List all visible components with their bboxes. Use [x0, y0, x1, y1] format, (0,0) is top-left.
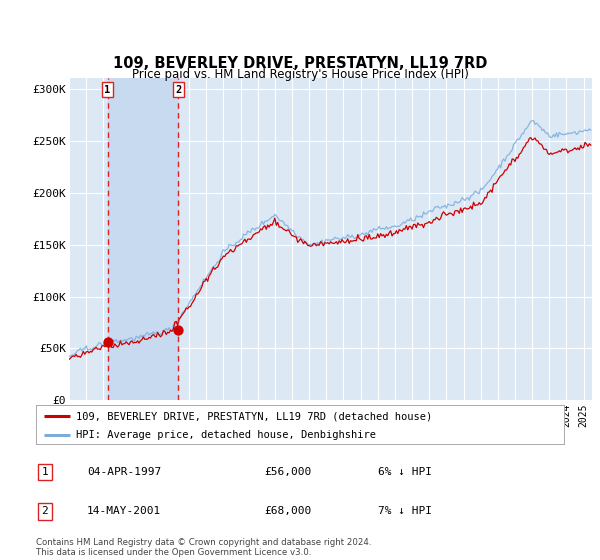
Text: HPI: Average price, detached house, Denbighshire: HPI: Average price, detached house, Denb… [76, 430, 376, 440]
Text: 7% ↓ HPI: 7% ↓ HPI [378, 506, 432, 516]
Text: Price paid vs. HM Land Registry's House Price Index (HPI): Price paid vs. HM Land Registry's House … [131, 68, 469, 81]
Text: £56,000: £56,000 [264, 467, 311, 477]
Point [103, 338, 112, 347]
Text: 109, BEVERLEY DRIVE, PRESTATYN, LL19 7RD: 109, BEVERLEY DRIVE, PRESTATYN, LL19 7RD [113, 55, 487, 71]
Text: £68,000: £68,000 [264, 506, 311, 516]
Bar [107, 78, 178, 400]
Text: Contains HM Land Registry data © Crown copyright and database right 2024.
This d: Contains HM Land Registry data © Crown c… [36, 538, 371, 557]
Text: 6% ↓ HPI: 6% ↓ HPI [378, 467, 432, 477]
Text: 14-MAY-2001: 14-MAY-2001 [87, 506, 161, 516]
Text: 1: 1 [41, 467, 49, 477]
Point [173, 325, 183, 334]
Text: 2: 2 [175, 85, 181, 95]
Text: 109, BEVERLEY DRIVE, PRESTATYN, LL19 7RD (detached house): 109, BEVERLEY DRIVE, PRESTATYN, LL19 7RD… [76, 411, 432, 421]
Text: 04-APR-1997: 04-APR-1997 [87, 467, 161, 477]
Text: 2: 2 [41, 506, 49, 516]
Text: 1: 1 [104, 85, 111, 95]
